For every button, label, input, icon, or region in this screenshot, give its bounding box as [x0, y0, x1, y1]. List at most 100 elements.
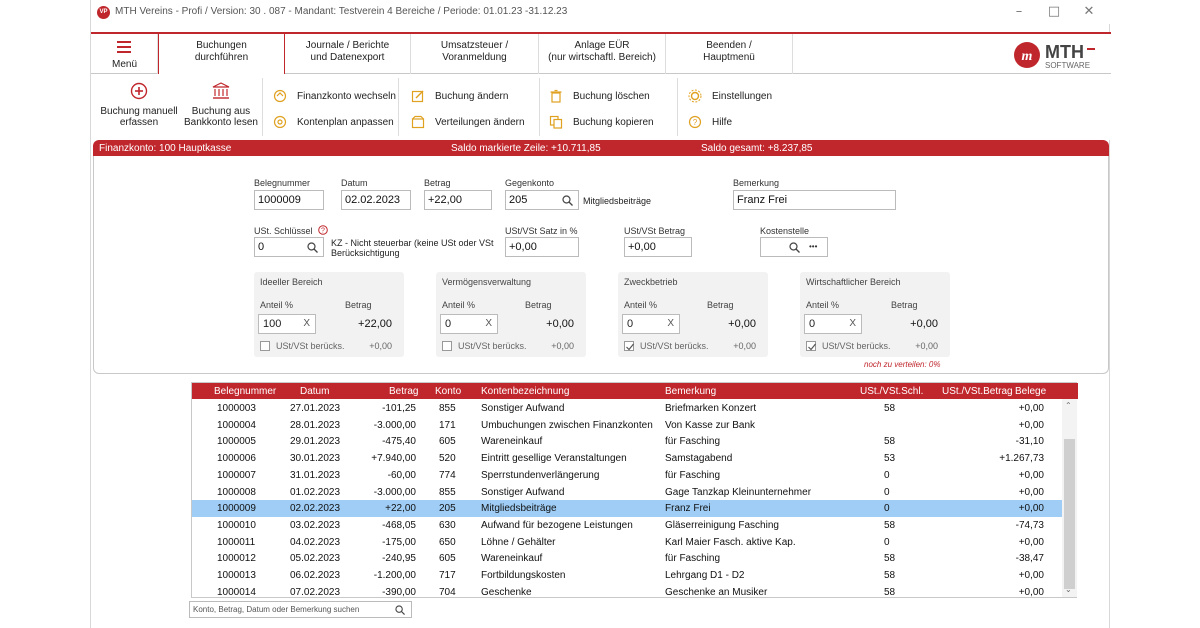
belegnummer-field[interactable]: 1000009: [254, 190, 324, 210]
table-row[interactable]: 1000013 06.02.2023 -1.200,00 717 Fortbildung…: [192, 567, 1062, 584]
booking-table: Belegnummer Datum Betrag Konto Kontenbez…: [191, 382, 1078, 601]
cell-kontenbezeichnung: Wareneinkauf: [481, 436, 543, 448]
cell-bemerkung: Karl Maier Fasch. aktive Kap.: [665, 536, 796, 548]
ust-checkbox-label: USt/VSt berücks.: [276, 341, 345, 351]
cell-bemerkung: Gläserreinigung Fasching: [665, 519, 779, 531]
table-row[interactable]: 1000008 01.02.2023 -3.000,00 855 Sonstiger A…: [192, 484, 1062, 501]
table-row[interactable]: 1000014 07.02.2023 -390,00 704 Geschenke Gesc…: [192, 584, 1062, 601]
ust-checkbox-label: USt/VSt berücks.: [458, 341, 527, 351]
anteil-label: Anteil %: [442, 300, 476, 310]
cell-ust-schl: 58: [884, 436, 896, 448]
search-icon[interactable]: [789, 242, 800, 253]
vertical-scrollbar[interactable]: ⌃ ⌄: [1062, 399, 1077, 597]
betrag-label: Betrag: [525, 300, 552, 310]
search-icon[interactable]: [395, 605, 405, 615]
cell-konto: 855: [439, 403, 456, 414]
maximize-icon[interactable]: □: [1047, 4, 1061, 19]
tab-beenden[interactable]: Beenden / Hauptmenü: [666, 34, 793, 74]
column-header[interactable]: Bemerkung: [665, 386, 717, 397]
search-placeholder: Konto, Betrag, Datum oder Bemerkung such…: [193, 605, 360, 614]
column-header[interactable]: Belege: [1015, 386, 1047, 397]
tab-umsatzsteuer[interactable]: Umsatzsteuer / Voranmeldung: [411, 34, 539, 74]
anteil-field[interactable]: 100 X: [258, 314, 316, 334]
booking-entry-panel: Belegnummer 1000009 Datum 02.02.2023 Bet…: [93, 156, 1109, 374]
gegenkonto-field[interactable]: 205: [505, 190, 579, 210]
tab-label-line1: Anlage EÜR: [574, 40, 630, 51]
clear-x-icon[interactable]: X: [303, 318, 310, 329]
ust-checkbox[interactable]: [260, 341, 270, 351]
column-header[interactable]: Konto: [435, 386, 462, 397]
column-header[interactable]: Kontenbezeichnung: [481, 386, 570, 397]
cell-ust-betrag: -31,10: [1015, 436, 1044, 448]
bemerkung-field[interactable]: Franz Frei: [733, 190, 896, 210]
table-row[interactable]: 1000005 29.01.2023 -475,40 605 Wareneinkauf f…: [192, 433, 1062, 450]
clear-x-icon[interactable]: X: [485, 318, 492, 329]
betrag-field[interactable]: +22,00: [424, 190, 492, 210]
table-search-input[interactable]: Konto, Betrag, Datum oder Bemerkung such…: [189, 601, 412, 618]
anteil-value: 0: [809, 318, 816, 330]
cell-konto: 205: [439, 503, 456, 515]
ust-checkbox-checked[interactable]: [806, 341, 816, 351]
close-icon[interactable]: ✕: [1083, 4, 1095, 19]
table-row[interactable]: 1000004 28.01.2023 -3.000,00 171 Umbuchungen…: [192, 417, 1062, 434]
column-header[interactable]: USt./VSt.Betrag: [942, 386, 1013, 397]
ribbon-item-label: Buchung ändern: [435, 91, 509, 102]
buchung-bankkonto-button[interactable]: Buchung aus Bankkonto lesen: [183, 82, 259, 128]
scrollbar-thumb[interactable]: [1064, 439, 1075, 589]
cell-konto: 171: [439, 419, 456, 431]
clear-x-icon[interactable]: X: [667, 318, 674, 329]
ust-betrag-field[interactable]: +0,00: [624, 237, 692, 257]
help-icon: ?: [688, 115, 702, 129]
ust-satz-field[interactable]: +0,00: [505, 237, 579, 257]
ribbon-item-label: Finanzkonto wechseln: [297, 91, 396, 102]
more-options-icon[interactable]: •••: [809, 242, 818, 251]
search-icon[interactable]: [307, 242, 318, 253]
kostenstelle-field[interactable]: •••: [760, 237, 828, 257]
datum-field[interactable]: 02.02.2023: [341, 190, 411, 210]
column-header[interactable]: Betrag: [389, 386, 419, 397]
cell-ust-betrag: +0,00: [1018, 469, 1044, 481]
minimize-icon[interactable]: –: [1015, 4, 1023, 19]
table-row[interactable]: 1000007 31.01.2023 -60,00 774 Sperrstundenve…: [192, 467, 1062, 484]
scroll-up-icon[interactable]: ⌃: [1065, 401, 1072, 410]
ust-checkbox[interactable]: [442, 341, 452, 351]
ust-schluessel-text: KZ - Nicht steuerbar (keine USt oder VSt…: [331, 238, 494, 258]
cell-belegnummer: 1000012: [217, 553, 256, 565]
anteil-value: 0: [445, 318, 452, 330]
cell-datum: 05.02.2023: [290, 553, 341, 565]
ust-checkbox-checked[interactable]: [624, 341, 634, 351]
buchung-manuell-button[interactable]: Buchung manuell erfassen: [93, 82, 185, 128]
scroll-down-icon[interactable]: ⌄: [1065, 585, 1072, 594]
table-row[interactable]: 1000012 05.02.2023 -240,95 605 Wareneinkauf f…: [192, 550, 1062, 567]
column-header[interactable]: Datum: [300, 386, 330, 397]
table-row[interactable]: 1000011 04.02.2023 -175,00 650 Löhne / Gehäl…: [192, 534, 1062, 551]
help-icon[interactable]: ?: [318, 225, 328, 235]
clear-x-icon[interactable]: X: [849, 318, 856, 329]
table-row[interactable]: 1000003 27.01.2023 -101,25 855 Sonstiger Auf…: [192, 400, 1062, 417]
saldo-gesamt: Saldo gesamt: +8.237,85: [701, 143, 813, 154]
table-row[interactable]: 1000006 30.01.2023 +7.940,00 520 Eintritt ge…: [192, 450, 1062, 467]
tab-journale[interactable]: Journale / Berichte und Datenexport: [285, 34, 411, 74]
cell-ust-schl: 0: [884, 469, 890, 481]
ust-schluessel-field[interactable]: 0: [254, 237, 324, 257]
table-row[interactable]: 1000010 03.02.2023 -468,05 630 Aufwand für b…: [192, 517, 1062, 534]
cell-belegnummer: 1000005: [217, 436, 256, 448]
menu-button[interactable]: Menü: [91, 34, 158, 74]
cell-bemerkung: Geschenke an Musiker: [665, 586, 768, 598]
bank-icon: [212, 82, 230, 99]
table-row-selected[interactable]: 1000009 02.02.2023 +22,00 205 Mitgliedsbeitr…: [192, 500, 1062, 517]
area-ideeller-bereich: Ideeller Bereich Anteil % Betrag 100 X +2…: [254, 272, 404, 357]
search-icon[interactable]: [562, 195, 573, 206]
ribbon-divider: [539, 78, 540, 136]
tab-anlage-eur[interactable]: Anlage EÜR (nur wirtschaftl. Bereich): [539, 34, 666, 74]
column-header[interactable]: Belegnummer: [214, 386, 277, 397]
column-header[interactable]: USt./VSt.Schl.: [860, 386, 924, 397]
anteil-label: Anteil %: [260, 300, 294, 310]
tab-buchungen[interactable]: Buchungen durchführen: [158, 33, 285, 76]
ribbon-divider: [677, 78, 678, 136]
